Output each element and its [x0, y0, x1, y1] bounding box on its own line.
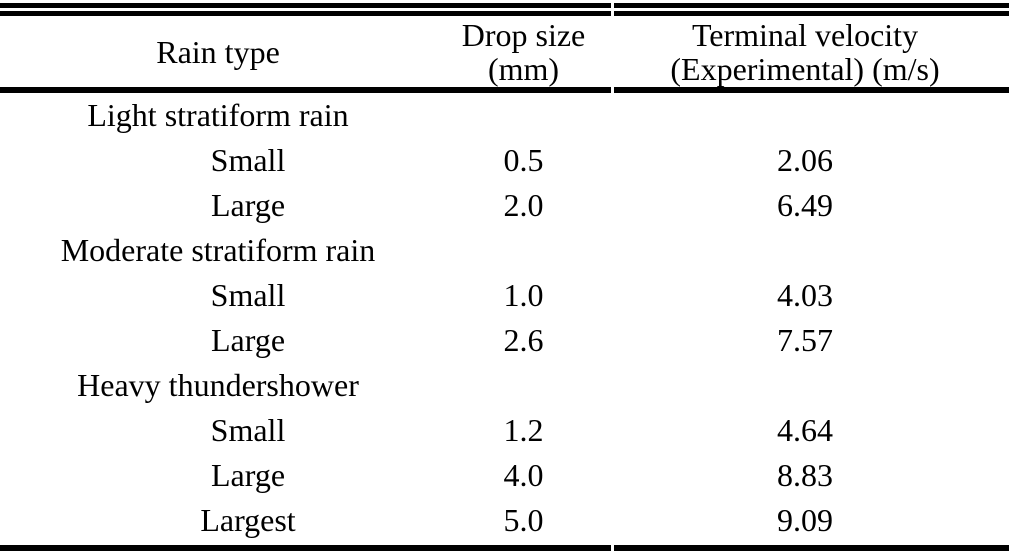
- column-header-rain-type: Rain type: [0, 35, 436, 69]
- column-header-unit: (mm): [487, 50, 560, 87]
- row-label: Large: [210, 457, 286, 493]
- drop-size-value: 2.6: [503, 322, 544, 358]
- table-row: Large 2.0 6.49: [0, 183, 1009, 228]
- terminal-velocity-value: 4.03: [777, 277, 833, 313]
- group-label: Heavy thundershower: [77, 367, 359, 403]
- column-header-label: Rain type: [156, 33, 280, 70]
- table-row: Small 0.5 2.06: [0, 138, 1009, 183]
- row-label: Small: [210, 277, 286, 313]
- drop-size-value: 4.0: [503, 457, 544, 493]
- table-row: Large 4.0 8.83: [0, 453, 1009, 498]
- row-label: Large: [210, 187, 286, 223]
- column-header-label: Drop size: [461, 16, 586, 53]
- drop-size-value: 1.0: [503, 277, 544, 313]
- header-bottom-rule: [0, 87, 1009, 93]
- group-label: Moderate stratiform rain: [60, 232, 376, 268]
- column-header-terminal-velocity: Terminal velocity (Experimental) (m/s): [611, 18, 1009, 86]
- table-header-row: Rain type Drop size (mm) Terminal veloci…: [0, 16, 1009, 87]
- top-rule-outer: [0, 3, 1009, 8]
- drop-size-value: 0.5: [503, 142, 544, 178]
- row-label: Largest: [200, 502, 296, 538]
- row-label: Small: [210, 142, 286, 178]
- table-bottom-rule: [0, 545, 1009, 551]
- terminal-velocity-value: 2.06: [777, 142, 833, 178]
- terminal-velocity-value: 6.49: [777, 187, 833, 223]
- group-row-moderate-stratiform-rain: Moderate stratiform rain: [0, 228, 1009, 273]
- table-body: Light stratiform rain Small 0.5 2.06 Lar…: [0, 93, 1009, 543]
- table-row: Small 1.0 4.03: [0, 273, 1009, 318]
- row-label: Large: [210, 322, 286, 358]
- group-row-light-stratiform-rain: Light stratiform rain: [0, 93, 1009, 138]
- row-label: Small: [210, 412, 286, 448]
- terminal-velocity-value: 7.57: [777, 322, 833, 358]
- column-header-drop-size: Drop size (mm): [436, 18, 611, 86]
- terminal-velocity-value: 9.09: [777, 502, 833, 538]
- table-row: Large 2.6 7.57: [0, 318, 1009, 363]
- column-header-unit: (Experimental) (m/s): [670, 50, 940, 87]
- top-rule-inner: [0, 11, 1009, 16]
- table-row: Largest 5.0 9.09: [0, 498, 1009, 543]
- drop-size-value: 1.2: [503, 412, 544, 448]
- group-label: Light stratiform rain: [87, 97, 349, 133]
- terminal-velocity-value: 8.83: [777, 457, 833, 493]
- drop-size-value: 2.0: [503, 187, 544, 223]
- table-row: Small 1.2 4.64: [0, 408, 1009, 453]
- drop-size-value: 5.0: [503, 502, 544, 538]
- terminal-velocity-value: 4.64: [777, 412, 833, 448]
- group-row-heavy-thundershower: Heavy thundershower: [0, 363, 1009, 408]
- column-header-label: Terminal velocity: [691, 16, 919, 53]
